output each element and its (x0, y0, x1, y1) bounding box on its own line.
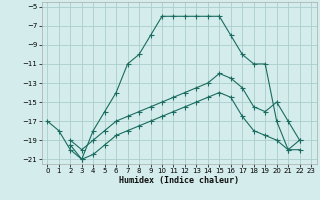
X-axis label: Humidex (Indice chaleur): Humidex (Indice chaleur) (119, 176, 239, 185)
